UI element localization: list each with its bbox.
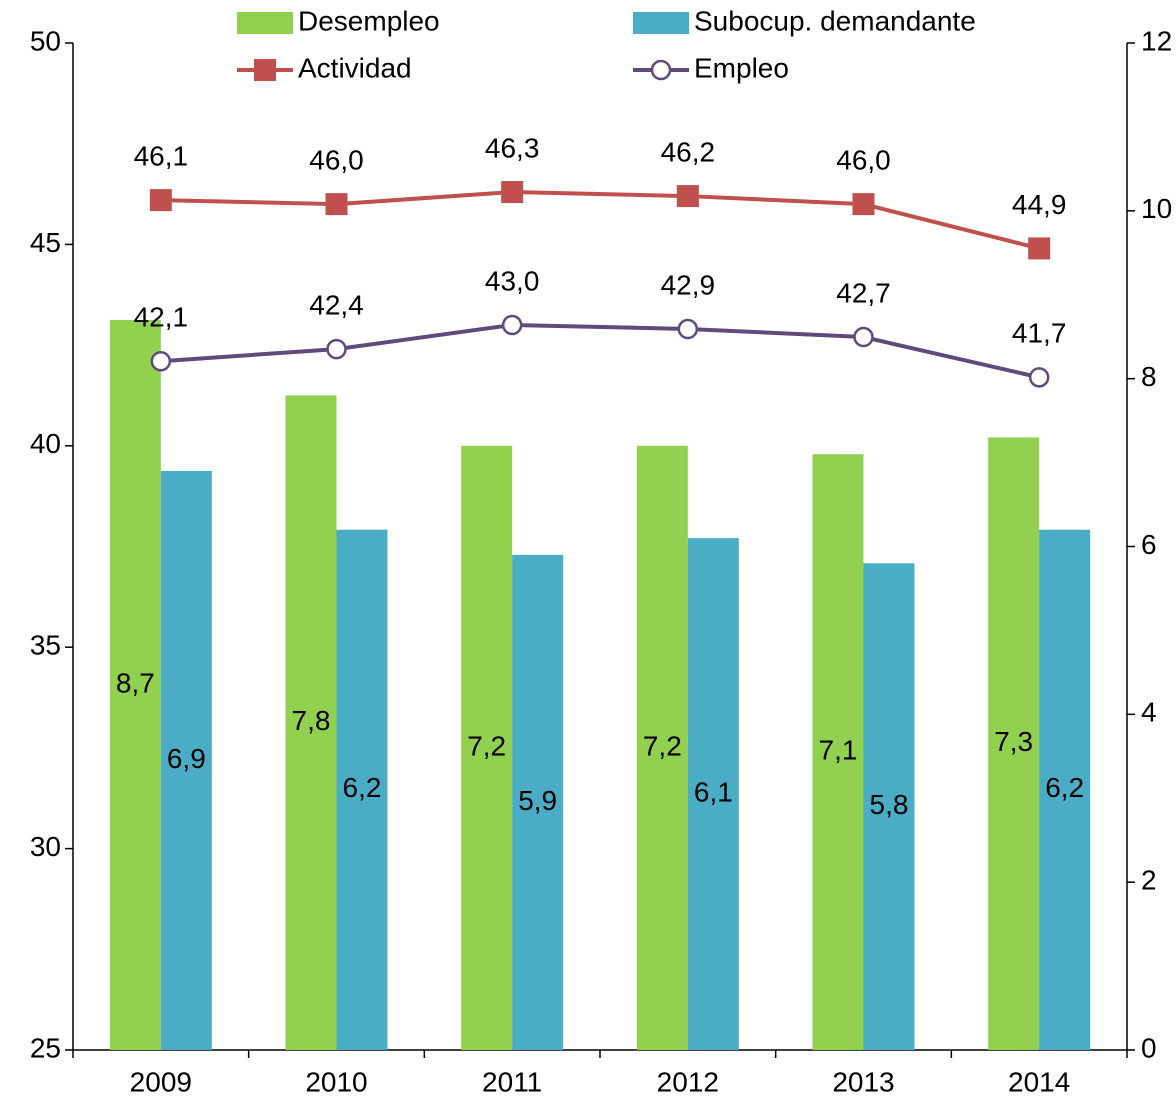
bar-value-label: 7,3 <box>994 726 1033 757</box>
y2-tick-label: 8 <box>1141 361 1157 392</box>
legend-label: Subocup. demandante <box>694 5 976 36</box>
y-tick-label: 50 <box>30 25 61 56</box>
legend-label: Actividad <box>298 52 412 83</box>
line-value-label: 42,7 <box>836 277 891 308</box>
bar-value-label: 5,8 <box>870 789 909 820</box>
bar-value-label: 5,9 <box>518 785 557 816</box>
bar <box>687 538 739 1050</box>
line-value-label: 42,9 <box>661 269 716 300</box>
x-tick-label: 2014 <box>1008 1066 1070 1097</box>
legend-swatch <box>237 12 293 34</box>
line-value-label: 41,7 <box>1012 318 1067 349</box>
line-value-label: 42,4 <box>309 290 364 321</box>
line <box>160 190 1040 251</box>
bar-value-label: 8,7 <box>116 667 155 698</box>
bar <box>636 445 688 1050</box>
line-value-label: 42,1 <box>134 302 189 333</box>
marker <box>677 318 699 340</box>
line-value-label: 46,0 <box>309 145 364 176</box>
y-tick-label: 40 <box>30 428 61 459</box>
legend-marker <box>254 59 276 81</box>
line-value-label: 46,3 <box>485 132 540 163</box>
y-tick-label: 30 <box>30 831 61 862</box>
bar-value-label: 6,1 <box>694 776 733 807</box>
bar <box>988 437 1040 1050</box>
y2-tick-label: 10 <box>1141 193 1172 224</box>
bar <box>863 563 915 1050</box>
marker <box>853 326 874 348</box>
marker <box>1028 367 1050 388</box>
line <box>160 322 1040 380</box>
bar <box>512 554 564 1050</box>
marker <box>150 350 172 372</box>
marker <box>325 193 348 216</box>
line-value-label: 46,1 <box>134 140 189 171</box>
y2-tick-label: 2 <box>1141 865 1157 896</box>
y2-tick-label: 4 <box>1141 697 1157 728</box>
bar <box>285 395 337 1050</box>
legend-label: Empleo <box>694 52 789 83</box>
y-tick-label: 35 <box>30 630 61 661</box>
bar <box>1039 529 1091 1050</box>
bar <box>336 529 388 1050</box>
marker <box>1028 237 1051 260</box>
bar <box>160 470 212 1051</box>
y2-tick-label: 0 <box>1141 1032 1157 1063</box>
line-value-label: 46,2 <box>661 136 716 167</box>
bar <box>109 319 161 1050</box>
marker <box>676 185 699 208</box>
bar-value-label: 6,9 <box>167 743 206 774</box>
line-value-label: 43,0 <box>485 265 540 296</box>
y2-tick-label: 12 <box>1141 25 1172 56</box>
bar-value-label: 7,2 <box>467 730 506 761</box>
x-tick-label: 2012 <box>657 1066 719 1097</box>
y-tick-label: 45 <box>30 227 61 258</box>
marker <box>149 189 172 212</box>
y2-tick-label: 6 <box>1141 529 1157 560</box>
marker <box>852 193 875 216</box>
legend-swatch <box>633 12 689 34</box>
marker <box>326 338 347 360</box>
legend-label: Desempleo <box>298 5 440 36</box>
marker <box>501 181 524 204</box>
x-tick-label: 2011 <box>482 1066 542 1097</box>
x-tick-label: 2010 <box>305 1066 367 1097</box>
bar <box>812 454 864 1051</box>
bar-value-label: 6,2 <box>343 772 382 803</box>
x-tick-label: 2009 <box>130 1066 192 1097</box>
marker <box>501 314 523 336</box>
bar <box>461 445 513 1050</box>
bar-value-label: 7,1 <box>819 734 858 765</box>
line-value-label: 46,0 <box>836 145 891 176</box>
bar-value-label: 7,2 <box>643 730 682 761</box>
bar-value-label: 6,2 <box>1045 772 1084 803</box>
legend-marker <box>650 59 672 81</box>
y-tick-label: 25 <box>30 1032 61 1063</box>
x-tick-label: 2013 <box>832 1066 894 1097</box>
line-value-label: 44,9 <box>1012 189 1067 220</box>
bar-value-label: 7,8 <box>292 705 331 736</box>
